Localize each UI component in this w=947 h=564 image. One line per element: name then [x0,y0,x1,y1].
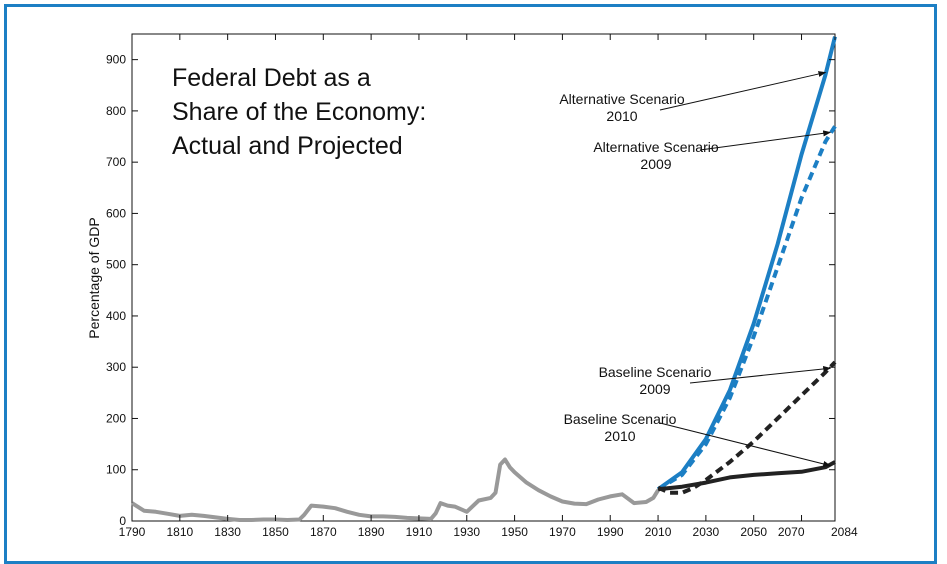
y-tick-label: 500 [106,258,126,272]
x-tick-label: 1870 [310,525,337,539]
annotation-arrow [659,71,827,111]
x-tick-label: 1990 [597,525,624,539]
annotation-label: Alternative Scenario [593,139,719,155]
series-line-historical [130,457,660,522]
annotation-label: 2010 [604,428,635,444]
annotation-arrow [689,365,832,384]
axis-layer: 0 100 200 300 400 500 600 700 800 900 1790 1810 1830… [106,34,858,539]
plot-area [131,33,836,522]
x-tick-label: 1970 [549,525,576,539]
x-tick-label: 2084 [831,525,858,539]
x-tick-label: 1810 [166,525,193,539]
x-tick-label: 2030 [693,525,720,539]
chart-title-line: Federal Debt as a [172,64,371,92]
x-tick-label: 1930 [453,525,480,539]
y-tick-label: 200 [106,411,126,425]
x-tick-label: 1950 [501,525,528,539]
x-tick-label: 2010 [645,525,672,539]
x-tick-label: 1850 [262,525,289,539]
series-line-alternative-scenario-2010 [656,36,837,491]
annotation-label: Alternative Scenario [559,91,685,107]
series-line-alternative-scenario-2009 [657,125,837,491]
annotation-label: 2009 [639,381,670,397]
debt-chart: 0 100 200 300 400 500 600 700 800 900 1790 1810 1830… [86,33,858,539]
x-tick-label: 1910 [406,525,433,539]
annotation-label: 2010 [606,108,637,124]
x-tick-label: 1890 [358,525,385,539]
y-tick-label: 300 [106,360,126,374]
x-tick-label: 1790 [119,525,146,539]
y-tick-label: 400 [106,309,126,323]
series-line-baseline-scenario-2009 [657,360,837,495]
y-tick-label: 700 [106,155,126,169]
chart-title-line: Share of the Economy: [172,98,426,126]
annotation-label: Baseline Scenario [599,364,712,380]
x-tick-label: 2070 [778,525,805,539]
y-tick-label: 600 [106,206,126,220]
annotation-label: Baseline Scenario [564,411,677,427]
series-layer [130,36,837,522]
annotation-arrow [699,130,832,151]
y-tick-label: 100 [106,463,126,477]
y-axis-label: Percentage of GDP [86,217,102,338]
series-line-baseline-scenario-2010 [657,460,836,492]
annotation-arrow [659,422,832,467]
x-tick-label: 1830 [214,525,241,539]
x-tick-label: 2050 [740,525,767,539]
y-tick-label: 800 [106,104,126,118]
annotation-label: 2009 [640,156,671,172]
y-tick-label: 900 [106,53,126,67]
chart-title-line: Actual and Projected [172,132,403,160]
chart-title: Federal Debt as a Share of the Economy: Ac… [172,64,426,160]
y-tick-label: 0 [119,514,126,528]
